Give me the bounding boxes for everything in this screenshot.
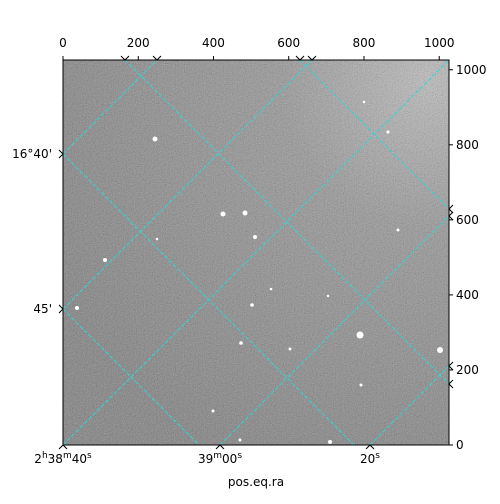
dec-label: 45' <box>33 302 52 316</box>
x-tick-label: 600 <box>277 36 300 50</box>
x-tick-label: 0 <box>59 36 67 50</box>
ra-label: 2h38m40s <box>34 451 92 466</box>
x-tick-label: 800 <box>353 36 376 50</box>
x-tick-label: 400 <box>202 36 225 50</box>
y-tick-label: 1000 <box>456 63 487 77</box>
y-tick-label: 0 <box>456 438 464 452</box>
ra-label: 39m00s <box>198 451 242 466</box>
dec-label: 16°40' <box>12 147 52 161</box>
y-tick-label: 800 <box>456 138 479 152</box>
wcs-ticks <box>58 55 454 450</box>
y-tick-label: 400 <box>456 288 479 302</box>
x-axis-label: pos.eq.ra <box>228 475 284 489</box>
x-tick-label: 1000 <box>424 36 455 50</box>
axes-frame <box>62 59 450 446</box>
y-tick-label: 200 <box>456 363 479 377</box>
x-tick-label: 200 <box>127 36 150 50</box>
y-tick-label: 600 <box>456 213 479 227</box>
ra-label: 20s <box>360 451 380 466</box>
coordinate-grid <box>63 60 449 445</box>
